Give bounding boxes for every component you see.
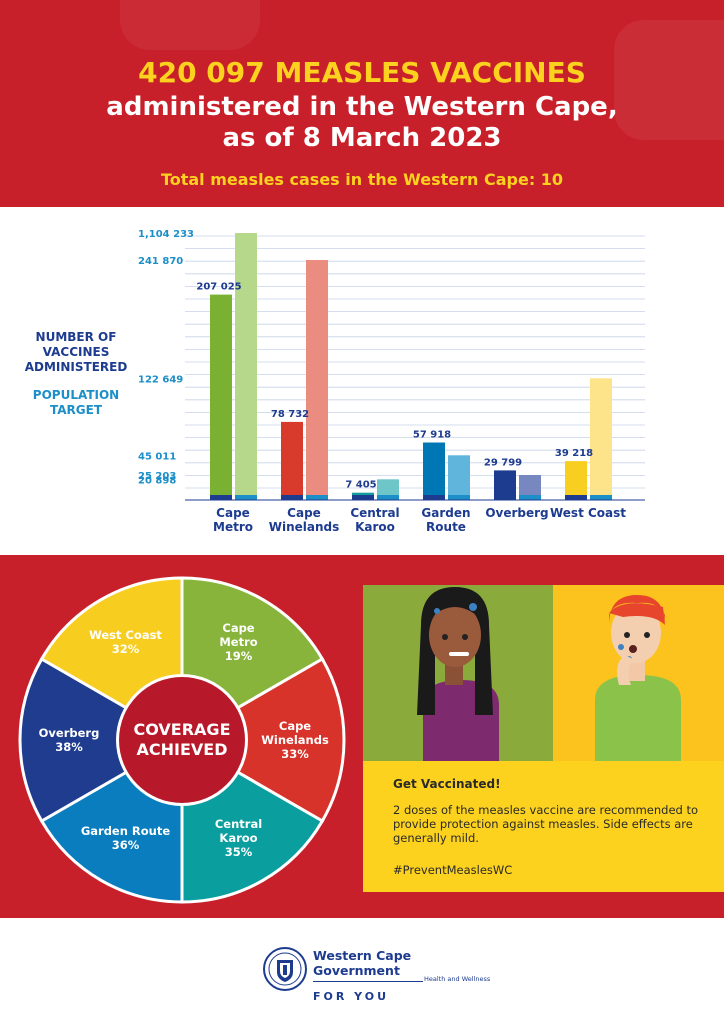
donut-center [119, 677, 245, 803]
decor-shape [120, 0, 260, 50]
pie-slice-label: Garden Route [81, 824, 171, 838]
org-name-line2: Government [313, 963, 400, 978]
org-name: Western Cape Government [313, 948, 411, 978]
bar-base [423, 495, 445, 500]
pie-slice-value: 32% [112, 642, 140, 656]
y-tick-label: 20 898 [138, 475, 176, 486]
info-hashtag: #PreventMeaslesWC [393, 863, 513, 877]
subline-1: administered in the Western Cape, [106, 92, 618, 122]
value-label: 78 732 [271, 409, 309, 420]
bar-vaccines [423, 442, 445, 500]
pie-slice-label: Metro [219, 635, 257, 649]
bar-target [377, 479, 399, 500]
center-label: COVERAGE [134, 720, 231, 739]
subline: administered in the Western Cape, as of … [0, 92, 724, 154]
bar-base [519, 495, 541, 500]
bar-target [235, 233, 257, 500]
pie-slice-label: Cape [222, 621, 254, 635]
center-label: ACHIEVED [137, 740, 228, 759]
cases-total: Total measles cases in the Western Cape:… [160, 170, 564, 189]
bar-base [281, 495, 303, 500]
pie-slice-value: 19% [225, 649, 253, 663]
bar-base [235, 495, 257, 500]
bar-base [565, 495, 587, 500]
x-tick-label: Metro [213, 520, 253, 534]
y-tick-label: 122 649 [138, 374, 183, 385]
bar-vaccines [281, 421, 303, 500]
bar-base [306, 495, 328, 500]
headline: 420 097 MEASLES VACCINES [138, 56, 586, 89]
pie-slice-label: Central [215, 817, 262, 831]
y-tick-label: 1,104 233 [138, 229, 194, 240]
coverage-pie-chart: CapeMetro19%CapeWinelands33%CentralKaroo… [18, 576, 346, 904]
two-children-with-measles-illustration [363, 585, 724, 761]
x-tick-label: Cape [216, 506, 250, 520]
x-tick-label: Winelands [269, 520, 340, 534]
pie-slice-label: Overberg [39, 726, 100, 740]
pie-slice-label: West Coast [89, 628, 162, 642]
legend-vaccines-label: NUMBER OF VACCINES ADMINISTERED [24, 330, 128, 374]
bar-base [494, 495, 516, 500]
slogan: FOR YOU [313, 990, 390, 1003]
y-tick-label: 25 203 [138, 471, 176, 482]
pie-slice-value: 35% [225, 845, 253, 859]
bar-base [210, 495, 232, 500]
bar-vaccines [565, 461, 587, 500]
bar-target [306, 260, 328, 500]
x-tick-label: Route [426, 520, 466, 534]
subline-2: as of 8 March 2023 [222, 123, 502, 153]
x-tick-label: Karoo [355, 520, 395, 534]
pie-slice-value: 36% [112, 838, 140, 852]
divider [313, 981, 423, 982]
decor-shape [614, 20, 724, 140]
y-tick-label: 241 870 [138, 256, 183, 267]
bar-vaccines [210, 294, 232, 500]
legend-target-label: POPULATION TARGET [32, 388, 120, 417]
x-tick-label: West Coast [550, 506, 626, 520]
bar-target [448, 455, 470, 500]
bar-target [590, 378, 612, 500]
info-body: 2 doses of the measles vaccine are recom… [393, 803, 699, 845]
western-cape-coat-of-arms-icon [263, 947, 307, 991]
pie-slice-label: Cape [279, 719, 311, 733]
bar-vaccines [494, 470, 516, 500]
value-label: 7 405 [345, 480, 376, 491]
value-label: 207 025 [196, 282, 241, 293]
info-title: Get Vaccinated! [393, 777, 501, 791]
bar-base [590, 495, 612, 500]
x-tick-label: Central [350, 506, 399, 520]
department-name: Health and Wellness [424, 975, 491, 983]
org-name-line1: Western Cape [313, 948, 412, 963]
bar-target [519, 475, 541, 500]
pie-slice-label: Winelands [261, 733, 329, 747]
bar-base [377, 495, 399, 500]
header-banner: 420 097 MEASLES VACCINES administered in… [0, 0, 724, 207]
bar-base [448, 495, 470, 500]
y-tick-label: 45 011 [138, 451, 176, 462]
value-label: 29 799 [484, 457, 522, 468]
value-label: 57 918 [413, 430, 451, 441]
value-label: 39 218 [555, 448, 593, 459]
bar-base [352, 495, 374, 500]
x-tick-label: Garden [421, 506, 470, 520]
get-vaccinated-panel: Get Vaccinated! 2 doses of the measles v… [363, 585, 724, 892]
pie-slice-label: Karoo [219, 831, 257, 845]
pie-slice-value: 38% [55, 740, 83, 754]
pie-slice-value: 33% [281, 747, 309, 761]
footer [0, 918, 724, 1024]
x-tick-label: Cape [287, 506, 321, 520]
x-tick-label: Overberg [485, 506, 548, 520]
